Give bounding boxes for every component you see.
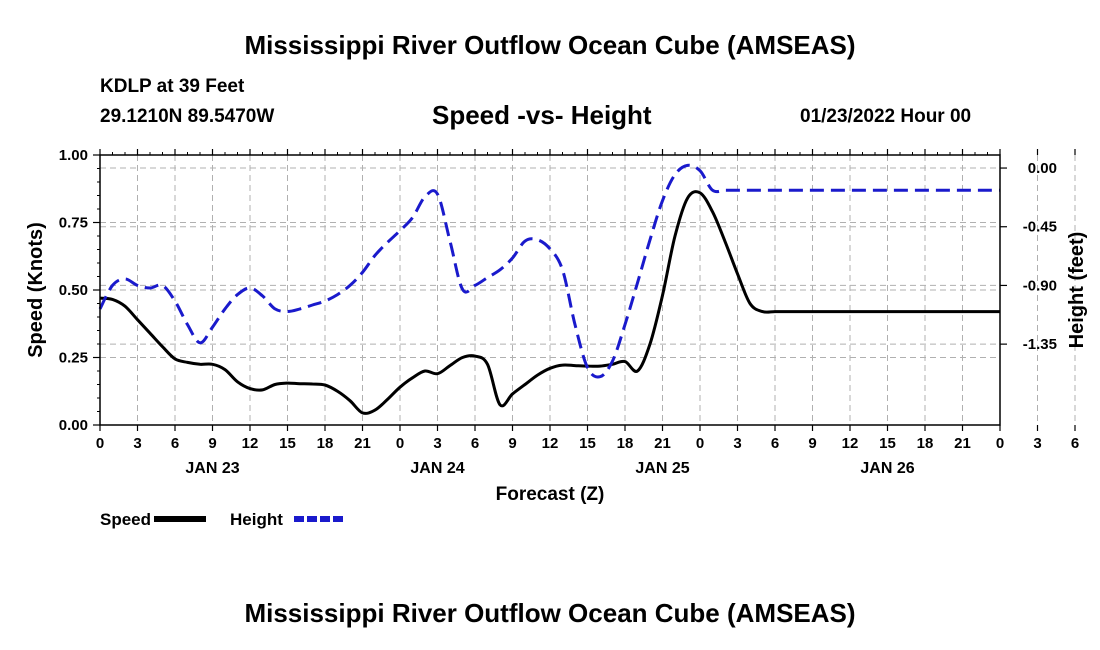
forecast-datetime: 01/23/2022 Hour 00: [800, 106, 972, 127]
x-tick-label: 3: [733, 435, 741, 452]
x-tick-label: 18: [917, 435, 934, 452]
x-tick-label: 6: [771, 435, 779, 452]
x-tick-label: 3: [133, 435, 141, 452]
x-tick-label: 3: [433, 435, 441, 452]
day-label: JAN 24: [410, 460, 464, 477]
x-tick-label: 15: [279, 435, 296, 452]
y-tick-label: 0.25: [59, 350, 88, 367]
y-tick-label: 1.00: [59, 147, 88, 164]
y2-tick-label: -1.35: [1023, 336, 1057, 353]
day-label: JAN 26: [860, 460, 914, 477]
grid: [100, 155, 1076, 425]
y-tick-label: 0.75: [59, 215, 88, 232]
y-tick-label: 0.00: [59, 417, 88, 434]
series-line-speed: [99, 190, 1000, 415]
x-tick-label: 9: [208, 435, 216, 452]
coordinates-label: 29.1210N 89.5470W: [100, 106, 275, 127]
x-tick-label: 12: [542, 435, 559, 452]
x-tick-label: 3: [1033, 435, 1041, 452]
y2-tick-label: 0.00: [1028, 160, 1057, 177]
x-tick-label: 9: [808, 435, 816, 452]
axes: 0369121518210369121518210369121518210369…: [25, 147, 1088, 505]
x-tick-label: 15: [879, 435, 896, 452]
x-tick-label: 18: [617, 435, 634, 452]
x-tick-label: 6: [1071, 435, 1079, 452]
y2-tick-label: -0.90: [1023, 277, 1057, 294]
y2-tick-label: -0.45: [1023, 219, 1057, 236]
x-tick-label: 0: [96, 435, 104, 452]
x-tick-label: 0: [396, 435, 404, 452]
y2-axis-label: Height (feet): [1066, 232, 1088, 349]
x-tick-label: 12: [842, 435, 859, 452]
chart-title: Speed -vs- Height: [432, 100, 652, 130]
x-tick-label: 21: [354, 435, 371, 452]
x-tick-label: 15: [579, 435, 596, 452]
x-tick-label: 18: [317, 435, 334, 452]
legend-label-speed: Speed: [100, 510, 151, 529]
x-axis-label: Forecast (Z): [496, 484, 605, 505]
y-tick-label: 0.50: [59, 282, 88, 299]
station-label: KDLP at 39 Feet: [100, 76, 245, 97]
x-tick-label: 0: [996, 435, 1004, 452]
x-tick-label: 21: [954, 435, 971, 452]
legend: Speed Height: [100, 510, 346, 529]
x-tick-label: 6: [171, 435, 179, 452]
x-tick-label: 0: [696, 435, 704, 452]
speed-height-chart: 0369121518210369121518210369121518210369…: [25, 147, 1088, 529]
series-line-height: [98, 163, 1000, 379]
legend-label-height: Height: [230, 510, 283, 529]
day-label: JAN 23: [185, 460, 239, 477]
y-axis-label: Speed (Knots): [25, 222, 47, 358]
x-tick-label: 21: [654, 435, 671, 452]
series-lines: [98, 163, 1000, 415]
day-label: JAN 25: [635, 460, 689, 477]
page-title: Mississippi River Outflow Ocean Cube (AM…: [244, 30, 856, 60]
x-tick-label: 6: [471, 435, 479, 452]
x-tick-label: 9: [508, 435, 516, 452]
page-title-repeat: Mississippi River Outflow Ocean Cube (AM…: [244, 598, 856, 628]
x-tick-label: 12: [242, 435, 259, 452]
